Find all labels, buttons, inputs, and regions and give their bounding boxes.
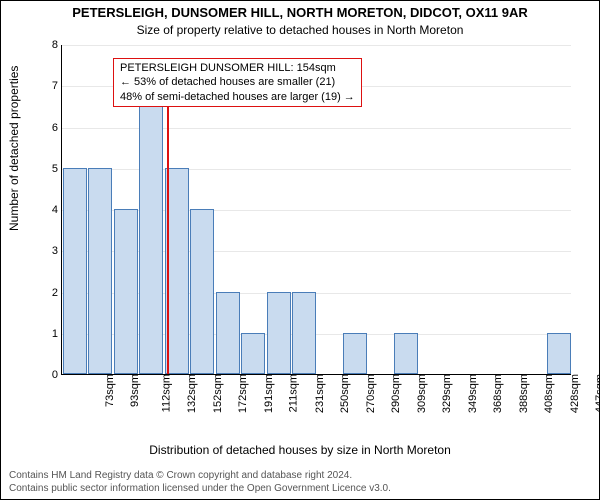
xtick-label: 309sqm bbox=[416, 374, 428, 413]
chart-title-sub: Size of property relative to detached ho… bbox=[1, 23, 599, 37]
histogram-bar bbox=[139, 85, 163, 374]
xtick-label: 132sqm bbox=[186, 374, 198, 413]
property-marker-line bbox=[167, 74, 169, 374]
histogram-bar bbox=[216, 292, 240, 375]
histogram-bar bbox=[343, 333, 367, 374]
xtick-label: 388sqm bbox=[518, 374, 530, 413]
footer-line-2: Contains public sector information licen… bbox=[9, 483, 391, 496]
xtick-label: 270sqm bbox=[365, 374, 377, 413]
xtick-label: 428sqm bbox=[569, 374, 581, 413]
histogram-bar bbox=[547, 333, 571, 374]
histogram-bar bbox=[114, 209, 138, 374]
ytick-label: 8 bbox=[40, 39, 58, 51]
xtick-label: 211sqm bbox=[288, 374, 300, 412]
xtick-label: 349sqm bbox=[467, 374, 479, 413]
xtick-label: 408sqm bbox=[543, 374, 555, 413]
footer-attribution: Contains HM Land Registry data © Crown c… bbox=[9, 470, 391, 495]
ytick-label: 4 bbox=[40, 204, 58, 216]
annotation-line: 48% of semi-detached houses are larger (… bbox=[120, 90, 355, 104]
plot-area: 01234567873sqm93sqm112sqm132sqm152sqm172… bbox=[61, 45, 571, 375]
histogram-bar bbox=[267, 292, 291, 375]
xtick-label: 73sqm bbox=[104, 374, 116, 407]
chart-container: PETERSLEIGH, DUNSOMER HILL, NORTH MORETO… bbox=[0, 0, 600, 500]
histogram-bar bbox=[241, 333, 265, 374]
ytick-label: 6 bbox=[40, 122, 58, 134]
histogram-bar bbox=[63, 168, 87, 374]
xtick-label: 93sqm bbox=[129, 374, 141, 407]
xtick-label: 250sqm bbox=[339, 374, 351, 413]
ytick-label: 2 bbox=[40, 287, 58, 299]
xtick-label: 152sqm bbox=[212, 374, 224, 413]
histogram-bar bbox=[292, 292, 316, 375]
xtick-label: 368sqm bbox=[492, 374, 504, 413]
histogram-bar bbox=[190, 209, 214, 374]
xtick-label: 231sqm bbox=[314, 374, 326, 413]
ytick-label: 3 bbox=[40, 245, 58, 257]
xtick-label: 172sqm bbox=[237, 374, 249, 413]
xtick-label: 329sqm bbox=[441, 374, 453, 413]
ytick-label: 1 bbox=[40, 328, 58, 340]
chart-title-main: PETERSLEIGH, DUNSOMER HILL, NORTH MORETO… bbox=[1, 5, 599, 20]
xtick-label: 191sqm bbox=[263, 374, 275, 413]
xtick-label: 290sqm bbox=[390, 374, 402, 413]
annotation-line: ← 53% of detached houses are smaller (21… bbox=[120, 75, 355, 89]
ytick-label: 5 bbox=[40, 163, 58, 175]
gridline bbox=[62, 45, 571, 46]
x-axis-label: Distribution of detached houses by size … bbox=[1, 443, 599, 457]
y-axis-label: Number of detached properties bbox=[7, 66, 21, 231]
footer-line-1: Contains HM Land Registry data © Crown c… bbox=[9, 470, 391, 483]
histogram-bar bbox=[88, 168, 112, 374]
ytick-label: 0 bbox=[40, 369, 58, 381]
ytick-label: 7 bbox=[40, 80, 58, 92]
histogram-bar bbox=[394, 333, 418, 374]
xtick-label: 112sqm bbox=[160, 374, 172, 412]
xtick-label: 447sqm bbox=[594, 374, 600, 413]
annotation-line: PETERSLEIGH DUNSOMER HILL: 154sqm bbox=[120, 61, 355, 75]
annotation-box: PETERSLEIGH DUNSOMER HILL: 154sqm← 53% o… bbox=[113, 58, 362, 107]
